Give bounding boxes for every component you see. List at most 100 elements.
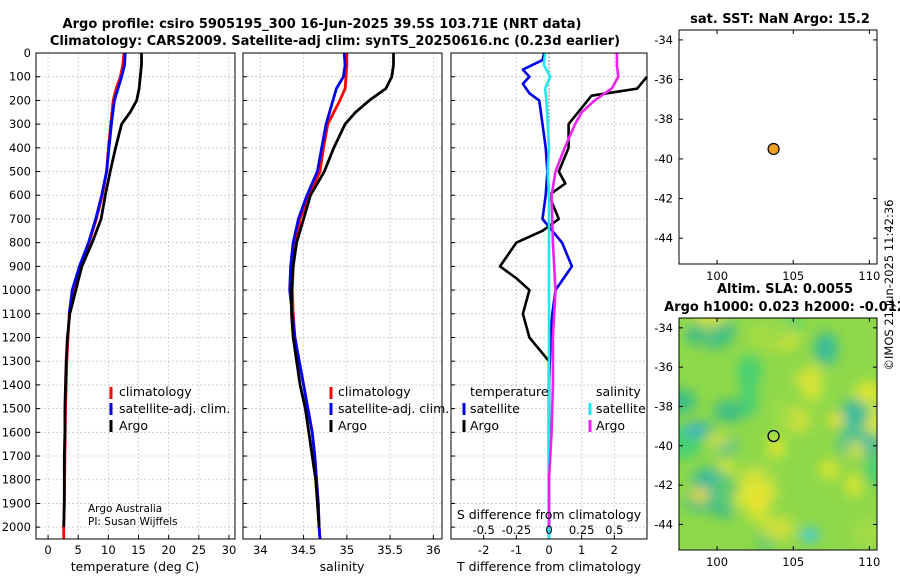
map-y-tick-label: -36 xyxy=(654,73,673,87)
map-y-tick-label: -38 xyxy=(654,399,673,413)
depth-tick-label: 400 xyxy=(9,141,31,155)
sla-blob xyxy=(751,495,769,509)
sla-blob xyxy=(685,423,703,437)
x-tick-label: 30 xyxy=(222,543,237,557)
depth-tick-label: 200 xyxy=(9,93,31,107)
depth-tick-label: 1000 xyxy=(2,283,31,297)
temperature-xlabel: temperature (deg C) xyxy=(71,559,200,574)
sla-blob xyxy=(844,474,863,497)
s-diff-tick-label: 0.25 xyxy=(569,523,595,537)
sla-title-line2: Argo h1000: 0.023 h2000: -0.012 xyxy=(664,300,900,315)
annotation-argo-australia: Argo Australia xyxy=(88,503,162,515)
legend-label-s-argo: Argo xyxy=(596,418,625,433)
sla-blob xyxy=(846,440,866,459)
map-x-tick-label: 110 xyxy=(858,269,880,283)
x-tick-label: 0 xyxy=(44,543,51,557)
s-diff-tick-label: 0.5 xyxy=(605,523,623,537)
map-y-tick-label: -36 xyxy=(654,360,673,374)
difference-line-s-satellite xyxy=(542,52,552,539)
depth-tick-label: 2000 xyxy=(2,520,31,534)
sla-blob xyxy=(691,488,709,502)
x-tick-label: 35.5 xyxy=(377,543,403,557)
difference-legend: temperature salinity satellite Argo sate… xyxy=(462,384,646,433)
x-tick-label: -2 xyxy=(478,543,489,557)
depth-tick-label: 1200 xyxy=(2,330,31,344)
salinity-line-argo xyxy=(290,53,395,528)
depth-tick-label: 800 xyxy=(9,236,31,250)
x-tick-label: 35 xyxy=(340,543,355,557)
map-x-tick-label: 105 xyxy=(782,269,804,283)
depth-tick-label: 1600 xyxy=(2,425,31,439)
legend-label-argo: Argo xyxy=(338,418,367,433)
sla-heatmap xyxy=(679,318,877,550)
s-diff-tick-label: 0 xyxy=(545,523,552,537)
sla-blob xyxy=(767,318,795,336)
sla-blob xyxy=(679,389,697,414)
legend-label-satellite-adj: satellite-adj. clim. xyxy=(119,401,230,416)
sla-blob xyxy=(801,528,819,542)
sst-map-panel: sat. SST: NaN Argo: 15.2 -34 -36 -38 -40 -42… xyxy=(654,12,880,283)
depth-tick-label: 0 xyxy=(24,46,31,60)
x-tick-label: -1 xyxy=(511,543,522,557)
sla-blob xyxy=(713,400,744,423)
map-x-tick-label: 100 xyxy=(706,269,728,283)
sla-frame xyxy=(678,317,878,551)
legend-label-argo: Argo xyxy=(119,418,148,433)
x-tick-label: 34.5 xyxy=(291,543,317,557)
sla-map-panel: Altim. SLA: 0.0055 Argo h1000: 0.023 h20… xyxy=(654,282,900,569)
s-diff-tick-label: -0.25 xyxy=(501,523,531,537)
sst-title: sat. SST: NaN Argo: 15.2 xyxy=(690,12,870,27)
sla-blob xyxy=(712,471,738,508)
x-tick-label: 10 xyxy=(101,543,116,557)
depth-tick-label: 300 xyxy=(9,117,31,131)
main-title-line1: Argo profile: csiro 5905195_300 16-Jun-2… xyxy=(63,17,582,32)
depth-tick-label: 1400 xyxy=(2,378,31,392)
depth-tick-label: 1800 xyxy=(2,473,31,487)
legend-label-climatology: climatology xyxy=(119,384,192,399)
sla-blob xyxy=(864,455,877,486)
salinity-legend: climatology satellite-adj. clim. Argo xyxy=(329,384,449,433)
map-y-tick-label: -44 xyxy=(654,517,673,531)
sla-blob xyxy=(853,380,877,407)
depth-tick-label: 100 xyxy=(9,70,31,84)
depth-tick-label: 1100 xyxy=(2,307,31,321)
x-tick-label: 36 xyxy=(426,543,441,557)
salinity-frame xyxy=(242,52,443,540)
difference-line-t-argo xyxy=(498,75,649,528)
t-difference-xlabel: T difference from climatology xyxy=(456,559,642,574)
map-y-tick-label: -42 xyxy=(654,478,673,492)
map-y-tick-label: -40 xyxy=(654,152,673,166)
map-x-tick-label: 100 xyxy=(706,555,728,569)
s-diff-tick-label: -0.5 xyxy=(472,523,494,537)
x-tick-label: 20 xyxy=(161,543,176,557)
sla-blob xyxy=(819,459,840,480)
imos-timestamp: ©IMOS 21-Jun-2025 11:42:36 xyxy=(882,200,896,371)
salinity-line-satellite-adj-clim- xyxy=(288,52,347,540)
salinity-xlabel: salinity xyxy=(320,559,365,574)
map-x-tick-label: 110 xyxy=(858,555,880,569)
main-title-line2: Climatology: CARS2009. Satellite-adj cli… xyxy=(50,34,620,49)
sla-blob xyxy=(839,399,870,430)
sla-title-line1: Altim. SLA: 0.0055 xyxy=(717,282,853,297)
legend-label-climatology: climatology xyxy=(338,384,411,399)
depth-tick-label: 1300 xyxy=(2,354,31,368)
argo-location-marker xyxy=(767,142,780,156)
temperature-legend: climatology satellite-adj. clim. Argo xyxy=(109,384,230,433)
temperature-panel: 0 5 10 15 20 25 30 0 100 200 300 400 500 600 700 800 90… xyxy=(2,46,237,574)
sla-blob xyxy=(737,354,762,388)
x-tick-label: 34 xyxy=(253,543,268,557)
legend-label-t-argo: Argo xyxy=(470,418,499,433)
depth-tick-label: 1700 xyxy=(2,449,31,463)
temperature-line-satellite-adj-clim- xyxy=(67,52,127,314)
sla-blob xyxy=(850,517,877,549)
x-tick-label: 1 xyxy=(578,543,585,557)
salinity-panel: 34 34.5 35 35.5 36 salinity climatology sate… xyxy=(242,52,449,574)
difference-frame xyxy=(450,52,648,540)
salinity-line-climatology xyxy=(290,53,349,540)
sla-blob xyxy=(694,318,729,327)
difference-panel: -2 -1 0 1 2 -0.5 -0.25 0 0.25 0.5 S difference f… xyxy=(450,52,649,574)
sla-blob xyxy=(827,413,845,427)
sla-blob xyxy=(766,438,786,459)
sla-blob xyxy=(760,515,796,541)
